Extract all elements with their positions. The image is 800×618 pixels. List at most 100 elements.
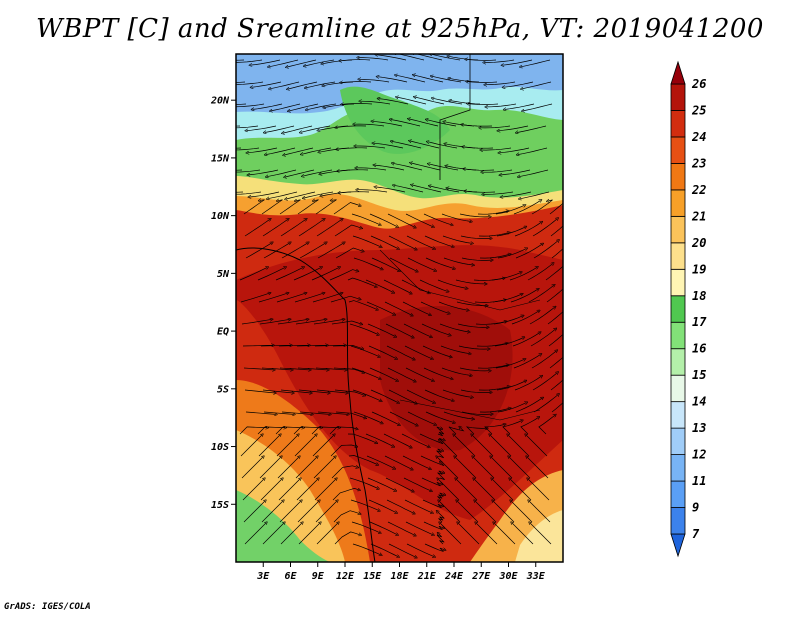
streamline [296, 345, 327, 346]
streamline [236, 103, 265, 108]
streamline [340, 60, 371, 61]
streamline [312, 293, 342, 303]
streamline [531, 200, 553, 215]
streamline [260, 479, 282, 501]
streamline [349, 477, 378, 489]
streamline [439, 438, 458, 457]
streamline [366, 455, 394, 468]
streamline [271, 103, 301, 111]
streamline [527, 264, 553, 281]
streamline [460, 235, 491, 239]
streamline [258, 293, 288, 303]
streamline [301, 125, 331, 132]
streamline [518, 147, 548, 155]
streamline [494, 338, 524, 347]
streamline [260, 345, 291, 346]
streamline [457, 323, 488, 327]
streamline [436, 449, 444, 459]
streamline [280, 389, 311, 393]
streamline [313, 457, 335, 479]
streamline [385, 477, 413, 491]
streamline [438, 479, 460, 501]
streamline [531, 351, 557, 369]
wbpt-field-sw-green [236, 490, 330, 562]
streamline [529, 501, 551, 523]
streamline [502, 421, 522, 435]
streamline [311, 427, 339, 435]
streamline [276, 293, 306, 303]
streamline [468, 104, 499, 105]
streamline [520, 417, 539, 435]
streamline [244, 523, 266, 545]
latitude-axis: 20N 15N 10N 5N EQ 5S 10S 15S [210, 96, 236, 511]
colorbar-segment [670, 295, 686, 323]
streamline [411, 163, 441, 171]
streamline [421, 323, 450, 335]
streamline [236, 147, 260, 151]
streamline [352, 389, 381, 401]
streamline [529, 307, 555, 325]
streamline [289, 103, 319, 111]
streamline [439, 501, 461, 523]
streamline [528, 479, 550, 501]
streamline [477, 365, 508, 369]
streamline [373, 143, 404, 149]
streamline [352, 543, 381, 555]
streamline [415, 97, 445, 105]
streamline [443, 411, 473, 419]
streamline [262, 389, 293, 393]
streamline [509, 267, 537, 281]
streamline [412, 185, 442, 193]
streamline [421, 477, 442, 487]
streamline [503, 59, 533, 65]
streamline [241, 319, 272, 325]
streamline [532, 219, 557, 237]
lat-tick-label: 10S [211, 442, 229, 453]
streamline [449, 78, 480, 83]
streamline [440, 345, 470, 354]
streamline [252, 81, 282, 87]
streamline [476, 343, 507, 347]
colorbar-segment [670, 321, 686, 350]
streamline [520, 191, 550, 199]
streamline [422, 345, 451, 357]
streamline [389, 257, 417, 271]
streamline [397, 97, 427, 105]
colorbar-label: 15 [692, 368, 706, 382]
streamline [383, 433, 411, 447]
streamline [298, 219, 324, 237]
streamline [277, 457, 299, 479]
streamline [287, 59, 317, 67]
streamline [333, 510, 360, 523]
coastline [236, 247, 376, 562]
streamline [257, 267, 285, 281]
streamline [268, 191, 298, 199]
streamline [351, 213, 380, 225]
streamline [493, 316, 523, 325]
streamline [280, 219, 306, 237]
streamline [348, 455, 377, 465]
streamline [514, 376, 542, 391]
streamline [246, 125, 277, 131]
streamline [247, 147, 278, 153]
streamline [530, 523, 552, 545]
streamline [432, 76, 462, 83]
wbpt-field-blue [236, 54, 563, 114]
streamline [479, 254, 510, 259]
streamline [338, 170, 369, 171]
streamline [311, 267, 339, 281]
streamline [437, 511, 445, 523]
colorbar-label: 18 [692, 289, 706, 303]
streamline [437, 457, 459, 479]
streamline [307, 103, 337, 110]
colorbar-segment [670, 83, 686, 111]
colorbar-segment [670, 454, 686, 482]
colorbar-segment [670, 348, 686, 376]
lat-tick-label: 20N [210, 96, 230, 107]
streamline [239, 427, 267, 435]
streamline [424, 389, 453, 401]
streamline [509, 457, 531, 479]
streamline [406, 235, 434, 249]
streamline [284, 147, 314, 155]
streamline [348, 300, 377, 310]
